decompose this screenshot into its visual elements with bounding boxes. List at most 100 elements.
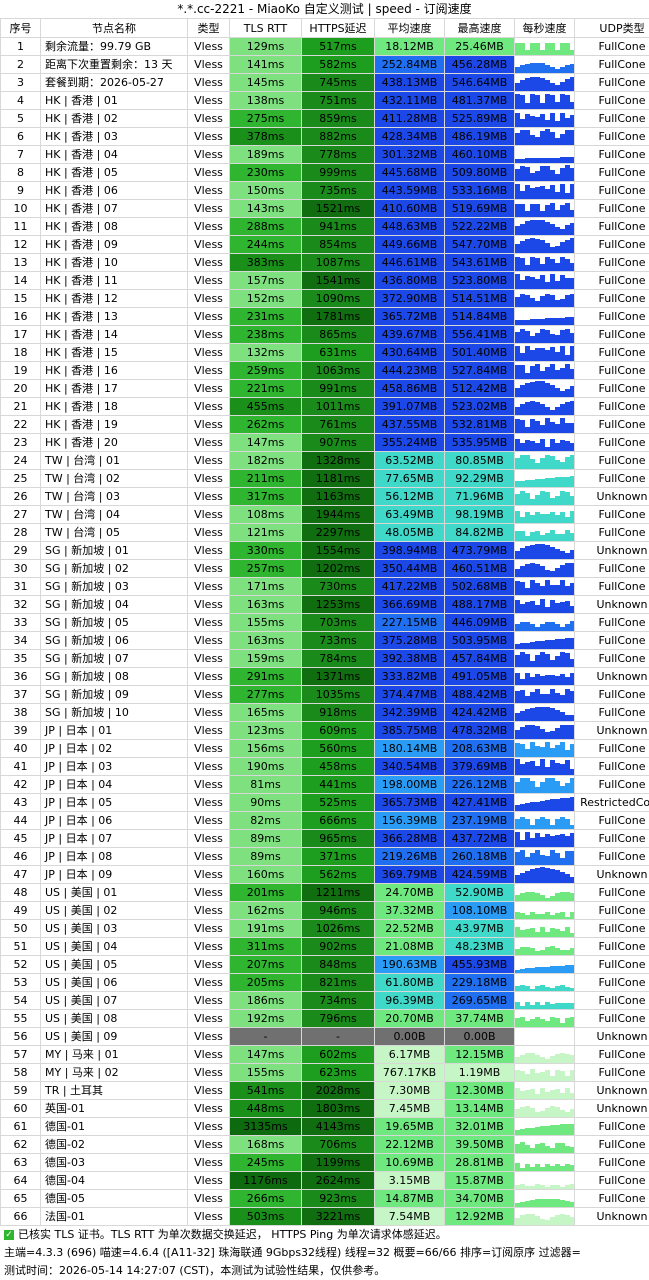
speed-bar xyxy=(545,65,550,73)
speed-bar xyxy=(535,301,540,307)
row-max-speed: 460.10MB xyxy=(444,145,515,164)
speed-bar xyxy=(535,364,540,379)
speed-bar xyxy=(555,893,560,901)
table-row: 18 HK | 香港 | 15 Vless 132ms 631ms 430.64MB 501… xyxy=(0,343,649,362)
row-avg-speed: 365.73MB xyxy=(374,793,445,812)
speed-bar xyxy=(555,1143,560,1153)
speed-sparkline xyxy=(515,77,574,91)
row-https-delay: 918ms xyxy=(301,703,375,722)
row-avg-speed: 342.39MB xyxy=(374,703,445,722)
speed-sparkline xyxy=(515,1124,574,1135)
speed-bar xyxy=(560,742,565,757)
speed-bar xyxy=(570,102,574,109)
speed-bar xyxy=(545,778,550,793)
row-node-name: US | 美国 | 02 xyxy=(40,901,188,920)
speed-bar xyxy=(560,242,565,253)
speed-bar xyxy=(570,223,574,235)
row-tls-rtt: 257ms xyxy=(229,559,302,578)
row-tls-rtt: 186ms xyxy=(229,991,302,1010)
speed-bar xyxy=(540,220,545,235)
speed-bar xyxy=(520,1017,525,1027)
speed-sparkline xyxy=(515,439,574,451)
speed-bar xyxy=(515,388,520,397)
speed-bar xyxy=(550,660,555,667)
row-type: Vless xyxy=(187,1117,230,1136)
row-per-second-chart xyxy=(514,577,575,596)
speed-bar xyxy=(515,531,520,541)
row-https-delay: 745ms xyxy=(301,73,375,92)
table-row: 65 德国-05 Vless 266ms 923ms 14.87MB 34.70MB Full… xyxy=(0,1189,649,1208)
speed-bar xyxy=(535,707,540,721)
speed-bar xyxy=(545,675,550,685)
row-tls-rtt: 163ms xyxy=(229,595,302,614)
speed-bar xyxy=(570,948,574,955)
speed-bar xyxy=(560,275,565,289)
speed-bar xyxy=(550,799,555,811)
speed-bar xyxy=(560,602,565,613)
speed-bar xyxy=(570,401,574,415)
row-avg-speed: 439.67MB xyxy=(374,325,445,344)
row-max-speed: 503.95MB xyxy=(444,631,515,650)
row-udp-type: FullCone xyxy=(574,343,649,362)
speed-bar xyxy=(515,743,520,757)
row-index: 12 xyxy=(0,235,41,254)
row-tls-rtt: 330ms xyxy=(229,541,302,560)
speed-bar xyxy=(540,1088,545,1099)
speed-bar xyxy=(540,50,545,55)
row-tls-rtt: 231ms xyxy=(229,307,302,326)
speed-bar xyxy=(530,1108,535,1117)
speed-bar xyxy=(545,367,550,379)
speed-bar xyxy=(535,63,540,73)
speed-bar xyxy=(535,443,540,451)
speed-bar xyxy=(555,763,560,775)
speed-sparkline xyxy=(515,113,574,127)
row-udp-type: FullCone xyxy=(574,685,649,704)
speed-bar xyxy=(555,352,560,361)
speed-bar xyxy=(525,211,530,217)
row-https-delay: 854ms xyxy=(301,235,375,254)
speed-bar xyxy=(540,694,545,703)
speed-bar xyxy=(545,294,550,307)
speed-bar xyxy=(550,43,555,55)
speed-bar xyxy=(565,1054,570,1063)
row-node-name: US | 美国 | 08 xyxy=(40,1009,188,1028)
row-per-second-chart xyxy=(514,793,575,812)
speed-bar xyxy=(515,949,520,955)
speed-bar xyxy=(565,874,570,883)
speed-bar xyxy=(525,1002,530,1009)
speed-bar xyxy=(515,1185,520,1189)
row-https-delay: 1181ms xyxy=(301,469,375,488)
speed-bar xyxy=(550,1076,555,1081)
speed-bar xyxy=(555,1054,560,1063)
speed-bar xyxy=(570,851,574,865)
speed-bar xyxy=(545,694,550,703)
speed-bar xyxy=(515,184,520,199)
speed-bar xyxy=(525,402,530,415)
speed-sparkline xyxy=(515,329,574,343)
speed-bar xyxy=(545,570,550,577)
speed-bar xyxy=(570,423,574,433)
row-node-name: HK | 香港 | 08 xyxy=(40,217,188,236)
speed-bar xyxy=(555,85,560,91)
row-https-delay: 941ms xyxy=(301,217,375,236)
row-node-name: 剩余流量：99.79 GB xyxy=(40,37,188,56)
speed-bar xyxy=(520,531,525,541)
row-node-name: TR | 土耳其 xyxy=(40,1081,188,1100)
row-max-speed: 260.18MB xyxy=(444,847,515,866)
speed-bar xyxy=(515,875,520,883)
speed-sparkline xyxy=(515,599,574,613)
speed-sparkline xyxy=(515,912,574,919)
speed-sparkline xyxy=(515,381,574,397)
speed-bar xyxy=(555,728,560,739)
speed-bar xyxy=(550,113,555,127)
speed-bar xyxy=(555,1199,560,1207)
speed-bar xyxy=(520,119,525,127)
speed-sparkline xyxy=(515,563,574,577)
row-udp-type: FullCone xyxy=(574,1135,649,1154)
speed-bar xyxy=(540,624,545,631)
row-tls-rtt: 152ms xyxy=(229,289,302,308)
table-row: 5 HK | 香港 | 02 Vless 275ms 859ms 411.28MB 525.… xyxy=(0,109,649,128)
row-udp-type: FullCone xyxy=(574,523,649,542)
speed-bar xyxy=(545,1164,550,1171)
speed-bar xyxy=(530,968,535,973)
